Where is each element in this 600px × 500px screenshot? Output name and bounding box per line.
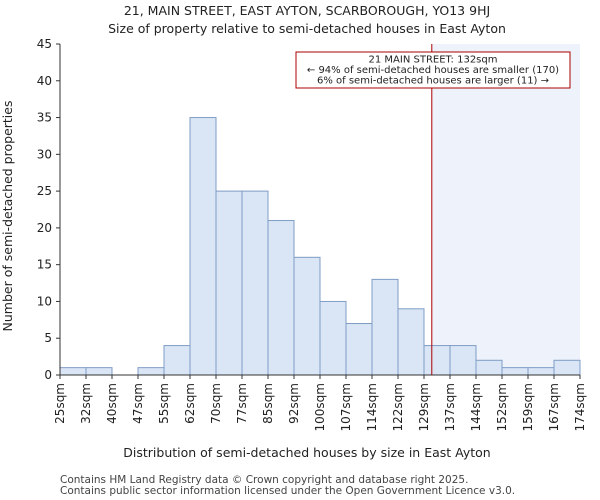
y-tick-label-25: 25 — [37, 184, 52, 198]
y-tick-label-35: 35 — [37, 111, 52, 125]
x-tick-label-55sqm: 55sqm — [157, 383, 171, 424]
y-tick-label-30: 30 — [37, 147, 52, 161]
annotation-line-1: 21 MAIN STREET: 132sqm — [369, 55, 498, 66]
x-tick-label-77sqm: 77sqm — [235, 383, 249, 424]
y-tick-label-0: 0 — [44, 368, 52, 382]
bar-122sqm — [397, 308, 425, 376]
y-tick-label-20: 20 — [37, 221, 52, 235]
bar-167sqm — [553, 359, 581, 376]
annotation-line-2: ← 94% of semi-detached houses are smalle… — [307, 65, 559, 76]
x-tick-label-100sqm: 100sqm — [313, 383, 327, 431]
bar-77sqm — [241, 190, 269, 376]
y-tick-label-45: 45 — [37, 37, 52, 51]
bar-32sqm — [85, 367, 113, 376]
x-tick-label-144sqm: 144sqm — [469, 383, 483, 431]
bar-70sqm — [215, 190, 243, 376]
y-axis-label: Number of semi-detached properties — [0, 101, 15, 332]
bar-129sqm — [423, 345, 451, 376]
annotation-box: 21 MAIN STREET: 132sqm ← 94% of semi-det… — [295, 51, 571, 89]
bar-62sqm — [189, 117, 217, 376]
x-tick-label-92sqm: 92sqm — [287, 383, 301, 424]
x-tick-label-167sqm: 167sqm — [547, 383, 561, 431]
y-tick-label-10: 10 — [37, 294, 52, 308]
annotation-border — [295, 51, 571, 89]
annotation-line-3: 6% of semi-detached houses are larger (1… — [317, 76, 549, 87]
bar-152sqm — [501, 367, 529, 376]
x-tick-label-25sqm: 25sqm — [53, 383, 67, 424]
footer-line-2: Contains public sector information licen… — [60, 485, 515, 497]
chart-title: 21, MAIN STREET, EAST AYTON, SCARBOROUGH… — [124, 3, 490, 18]
bar-114sqm — [371, 278, 399, 376]
bar-85sqm — [267, 220, 295, 376]
y-tick-label-5: 5 — [44, 331, 52, 345]
x-tick-label-40sqm: 40sqm — [105, 383, 119, 424]
x-tick-label-62sqm: 62sqm — [183, 383, 197, 424]
bar-137sqm — [449, 345, 477, 376]
bar-144sqm — [475, 359, 503, 376]
bar-92sqm — [293, 256, 321, 376]
x-tick-label-85sqm: 85sqm — [261, 383, 275, 424]
y-tick-label-40: 40 — [37, 74, 52, 88]
x-tick-label-174sqm: 174sqm — [573, 383, 587, 431]
x-tick-label-152sqm: 152sqm — [495, 383, 509, 431]
x-tick-label-129sqm: 129sqm — [417, 383, 431, 431]
larger-region-highlight — [431, 44, 580, 375]
x-tick-label-159sqm: 159sqm — [521, 383, 535, 431]
x-tick-label-137sqm: 137sqm — [443, 383, 457, 431]
bar-107sqm — [345, 323, 373, 376]
x-tick-label-107sqm: 107sqm — [339, 383, 353, 431]
x-tick-label-32sqm: 32sqm — [79, 383, 93, 424]
x-tick-label-47sqm: 47sqm — [131, 383, 145, 424]
bar-100sqm — [319, 300, 347, 376]
bar-55sqm — [163, 345, 191, 376]
x-tick-label-70sqm: 70sqm — [209, 383, 223, 424]
x-axis-label: Distribution of semi-detached houses by … — [123, 445, 490, 460]
chart-subtitle: Size of property relative to semi-detach… — [108, 21, 506, 36]
y-tick-label-15: 15 — [37, 258, 52, 272]
bar-159sqm — [527, 367, 555, 376]
x-tick-label-114sqm: 114sqm — [365, 383, 379, 431]
footer-line-1: Contains HM Land Registry data © Crown c… — [60, 474, 468, 486]
bar-25sqm — [59, 367, 87, 376]
x-tick-label-122sqm: 122sqm — [391, 383, 405, 431]
bar-47sqm — [137, 367, 165, 376]
